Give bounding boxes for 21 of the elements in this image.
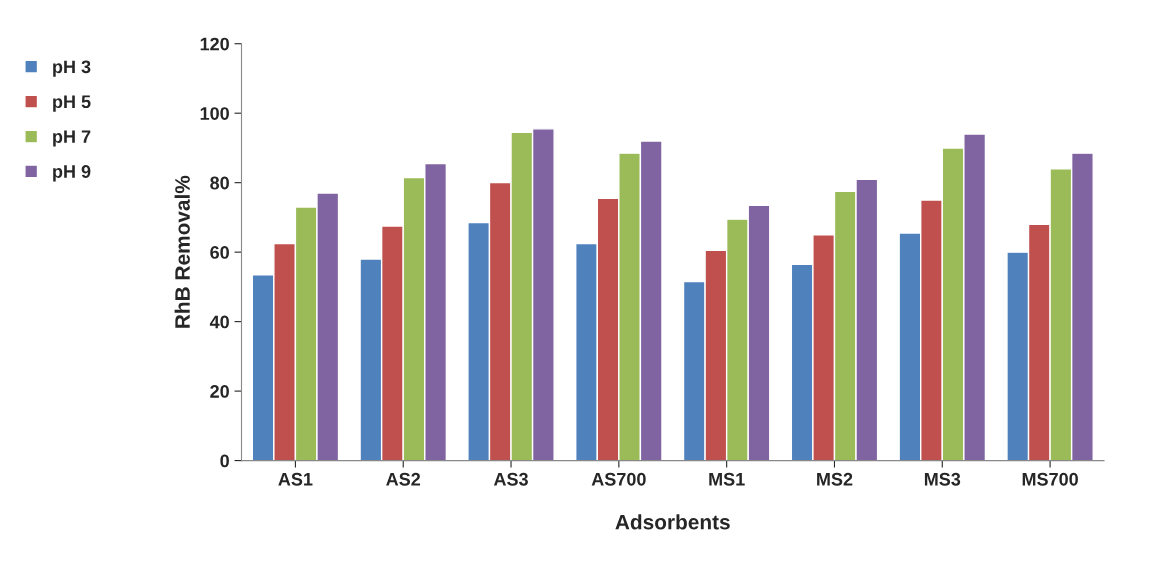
y-tick-label: 100 bbox=[200, 107, 229, 120]
y-tick-label: 60 bbox=[210, 246, 229, 259]
legend-label: pH 5 bbox=[53, 95, 91, 112]
x-tick-label: AS1 bbox=[278, 472, 313, 486]
y-tick-label: 40 bbox=[209, 315, 229, 329]
x-tick-label: MS700 bbox=[1022, 472, 1078, 486]
legend-label: pH 9 bbox=[53, 165, 91, 182]
legend-label: pH 7 bbox=[53, 130, 91, 147]
x-axis-title: Adsorbents bbox=[615, 514, 730, 530]
y-axis-title: RhB Removal% bbox=[174, 175, 190, 328]
y-tick-label: 0 bbox=[220, 454, 229, 468]
y-tick-label: 20 bbox=[210, 385, 229, 398]
legend-label: pH 3 bbox=[53, 60, 91, 77]
x-tick-label: MS3 bbox=[924, 472, 961, 486]
y-tick-label: 120 bbox=[200, 37, 229, 51]
x-tick-label: MS1 bbox=[709, 472, 745, 486]
x-tick-label: MS2 bbox=[817, 472, 853, 486]
y-tick-label: 80 bbox=[210, 176, 229, 190]
x-tick-label: AS3 bbox=[493, 472, 528, 486]
x-tick-label: AS2 bbox=[386, 472, 421, 486]
x-tick-label: AS700 bbox=[591, 472, 646, 486]
